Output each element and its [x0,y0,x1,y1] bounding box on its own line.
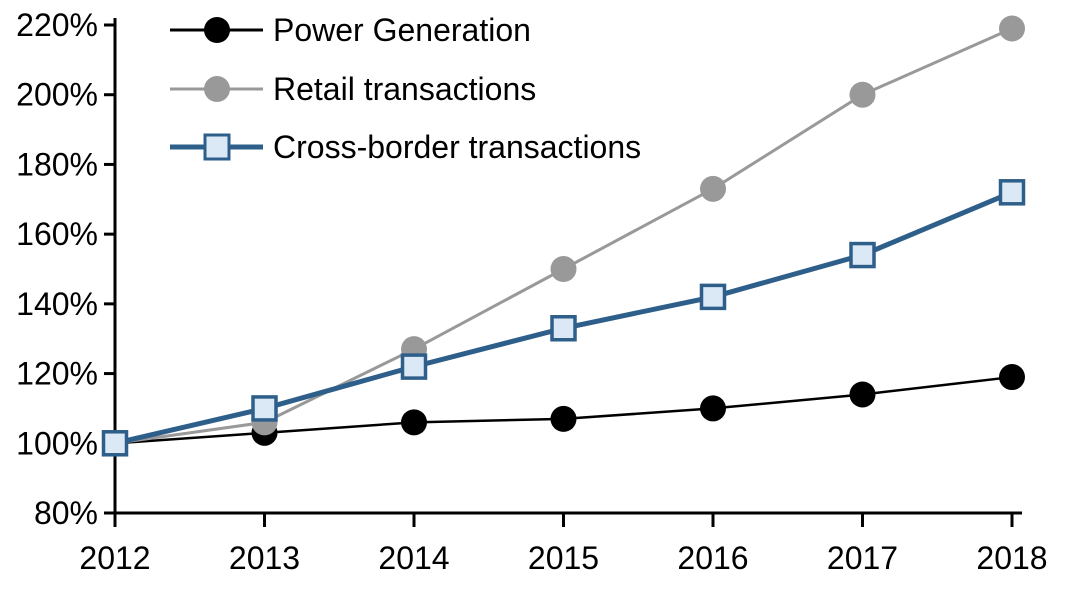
x-tick-label: 2013 [229,540,300,576]
data-point-square [101,430,129,457]
data-point-square [400,353,428,380]
black-circle-marker-icon [203,17,230,43]
power-generation-swatch [170,16,263,44]
data-point-circle [999,15,1025,42]
y-tick-label: 100% [16,425,98,461]
data-point-circle [550,405,577,432]
data-point-square [998,179,1026,206]
data-point-circle [849,81,876,108]
legend-label: Power Generation [273,12,531,48]
gray-circle-marker-icon [203,75,230,102]
x-tick-label: 2018 [976,540,1047,576]
y-tick-label: 180% [16,146,98,182]
data-point-circle [700,395,726,422]
y-tick-label: 80% [34,495,98,531]
data-point-circle [700,175,726,202]
x-tick-label: 2012 [79,540,150,576]
legend-label: Retail transactions [273,70,537,107]
legend-item-cross-border-transactions: Cross-border transactions [170,130,641,164]
x-tick-label: 2014 [378,540,449,576]
x-tick-label: 2017 [827,540,898,576]
data-point-circle [550,256,577,282]
retail-transactions-swatch [170,75,263,103]
y-tick-label: 120% [16,356,98,392]
y-tick-label: 200% [16,77,98,113]
y-tick-label: 140% [16,286,98,322]
legend-item-power-generation: Power Generation [170,13,641,47]
y-tick-label: 220% [16,7,98,43]
data-point-circle [401,409,427,436]
data-point-square [699,283,727,311]
data-point-square [849,241,876,269]
blue-square-marker-icon [203,133,230,161]
cross-border-swatch [170,133,263,161]
legend-item-retail-transactions: Retail transactions [170,72,641,106]
data-point-square [550,315,577,342]
data-point-circle [849,381,876,408]
legend-label: Cross-border transactions [273,129,642,165]
x-tick-label: 2015 [528,540,599,576]
x-tick-label: 2016 [677,540,748,576]
data-point-circle [999,364,1025,391]
legend: Power Generation Retail transactions Cro… [170,13,641,164]
y-tick-label: 160% [16,216,98,252]
data-point-square [251,395,278,422]
